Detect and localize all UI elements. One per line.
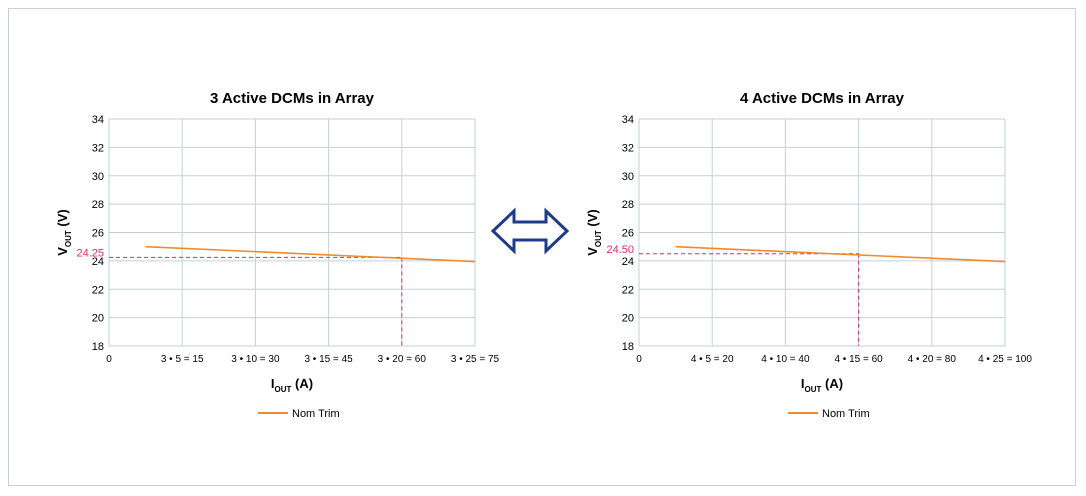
- chart-left: 3 Active DCMs in Array 18 20 22 24 26 28 30 32 34…: [55, 90, 500, 420]
- y-tick-label: 22: [622, 284, 634, 296]
- chart-title: 4 Active DCMs in Array: [740, 90, 905, 107]
- x-tick-label: 3 • 10 = 30: [231, 354, 280, 365]
- y-tick-label: 28: [92, 199, 104, 211]
- y-tick-label: 22: [92, 284, 104, 296]
- figure-canvas: 3 Active DCMs in Array 18 20 22 24 26 28 30 32 34…: [55, 90, 1032, 420]
- y-tick-label: 18: [92, 341, 104, 353]
- y-tick-label: 30: [622, 171, 634, 183]
- double-headed-arrow-icon: [490, 207, 570, 255]
- x-tick-label: 3 • 20 = 60: [378, 354, 427, 365]
- y-tick-label: 18: [622, 341, 634, 353]
- legend-label: Nom Trim: [822, 408, 870, 420]
- y-tick-label: 20: [622, 313, 634, 325]
- y-tick-label: 32: [92, 142, 104, 154]
- annotation-label: 24.25: [76, 247, 104, 259]
- x-tick-label: 4 • 5 = 20: [691, 354, 734, 365]
- legend-label: Nom Trim: [292, 408, 340, 420]
- x-tick-label: 3 • 15 = 45: [304, 354, 353, 365]
- chart-right: 4 Active DCMs in Array 18 20 22 24 26 28 30 32 34…: [585, 90, 1032, 420]
- series-line: [145, 245, 476, 263]
- series-line: [675, 245, 1006, 263]
- x-tick-label: 4 • 10 = 40: [761, 354, 810, 365]
- x-tick-label: 4 • 20 = 80: [908, 354, 957, 365]
- x-tick-label: 0: [636, 354, 642, 365]
- y-tick-label: 34: [92, 114, 104, 126]
- chart-title: 3 Active DCMs in Array: [210, 90, 375, 107]
- y-tick-label: 34: [622, 114, 634, 126]
- arrow-shape: [490, 207, 570, 255]
- annotation-label: 24.50: [606, 244, 634, 256]
- figure-frame: 3 Active DCMs in Array 18 20 22 24 26 28 30 32 34…: [8, 8, 1076, 486]
- x-tick-label: 4 • 15 = 60: [834, 354, 883, 365]
- y-tick-label: 30: [92, 171, 104, 183]
- y-axis-title: VOUT (V): [55, 209, 73, 256]
- x-tick-label: 4 • 25 = 100: [978, 354, 1032, 365]
- y-tick-label: 20: [92, 313, 104, 325]
- y-tick-label: 24: [622, 256, 634, 268]
- x-tick-label: 3 • 5 = 15: [161, 354, 204, 365]
- y-tick-label: 26: [622, 228, 634, 240]
- y-tick-label: 32: [622, 142, 634, 154]
- y-tick-label: 28: [622, 199, 634, 211]
- x-tick-label: 3 • 25 = 75: [451, 354, 500, 365]
- y-tick-label: 24: [92, 256, 104, 268]
- y-tick-label: 26: [92, 228, 104, 240]
- x-tick-label: 0: [106, 354, 112, 365]
- x-axis-title: IOUT (A): [271, 376, 313, 394]
- y-axis-title: VOUT (V): [585, 209, 603, 256]
- x-axis-title: IOUT (A): [801, 376, 843, 394]
